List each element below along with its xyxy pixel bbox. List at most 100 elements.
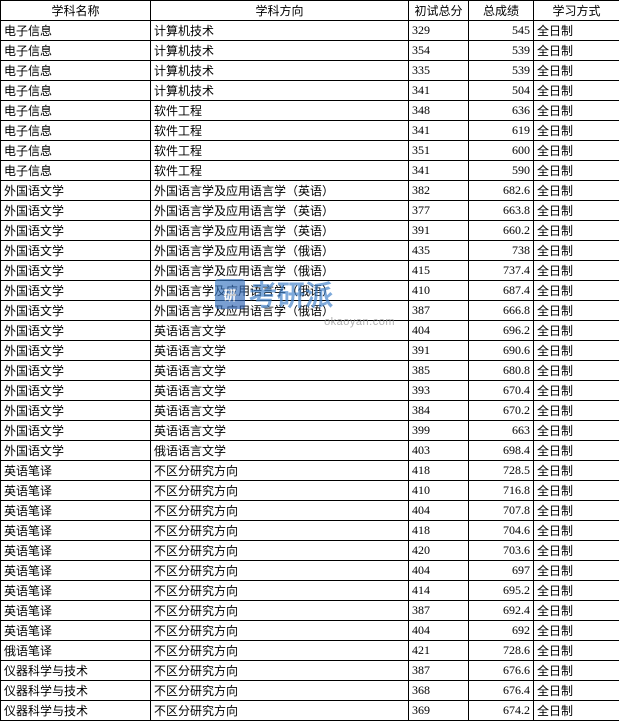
table-row: 外国语文学外国语言学及应用语言学（英语）391660.2全日制 bbox=[1, 221, 619, 241]
cell-mode: 全日制 bbox=[534, 341, 619, 361]
cell-direction: 不区分研究方向 bbox=[151, 481, 409, 501]
cell-subject: 英语笔译 bbox=[1, 461, 151, 481]
cell-score1: 387 bbox=[409, 661, 469, 681]
cell-direction: 不区分研究方向 bbox=[151, 601, 409, 621]
cell-subject: 英语笔译 bbox=[1, 621, 151, 641]
cell-score2: 738 bbox=[469, 241, 534, 261]
cell-direction: 英语语言文学 bbox=[151, 401, 409, 421]
cell-direction: 软件工程 bbox=[151, 161, 409, 181]
cell-direction: 不区分研究方向 bbox=[151, 581, 409, 601]
cell-score2: 728.5 bbox=[469, 461, 534, 481]
cell-score2: 716.8 bbox=[469, 481, 534, 501]
cell-score1: 341 bbox=[409, 81, 469, 101]
cell-score1: 391 bbox=[409, 341, 469, 361]
cell-mode: 全日制 bbox=[534, 321, 619, 341]
cell-score1: 329 bbox=[409, 21, 469, 41]
table-container: 学科名称学科方向初试总分总成绩学习方式 电子信息计算机技术329545全日制电子… bbox=[0, 0, 619, 721]
cell-direction: 不区分研究方向 bbox=[151, 641, 409, 661]
cell-direction: 不区分研究方向 bbox=[151, 501, 409, 521]
cell-mode: 全日制 bbox=[534, 261, 619, 281]
table-row: 电子信息计算机技术335539全日制 bbox=[1, 61, 619, 81]
cell-score2: 737.4 bbox=[469, 261, 534, 281]
cell-score2: 670.4 bbox=[469, 381, 534, 401]
cell-score1: 377 bbox=[409, 201, 469, 221]
cell-score1: 341 bbox=[409, 121, 469, 141]
cell-subject: 外国语文学 bbox=[1, 201, 151, 221]
cell-mode: 全日制 bbox=[534, 201, 619, 221]
table-row: 外国语文学英语语言文学399663全日制 bbox=[1, 421, 619, 441]
cell-subject: 外国语文学 bbox=[1, 381, 151, 401]
table-row: 英语笔译不区分研究方向404692全日制 bbox=[1, 621, 619, 641]
cell-subject: 英语笔译 bbox=[1, 561, 151, 581]
cell-score2: 666.8 bbox=[469, 301, 534, 321]
cell-score1: 418 bbox=[409, 521, 469, 541]
table-row: 英语笔译不区分研究方向418704.6全日制 bbox=[1, 521, 619, 541]
cell-mode: 全日制 bbox=[534, 561, 619, 581]
table-row: 英语笔译不区分研究方向404707.8全日制 bbox=[1, 501, 619, 521]
cell-score2: 663 bbox=[469, 421, 534, 441]
cell-mode: 全日制 bbox=[534, 601, 619, 621]
cell-subject: 英语笔译 bbox=[1, 521, 151, 541]
cell-mode: 全日制 bbox=[534, 441, 619, 461]
table-row: 外国语文学外国语言学及应用语言学（英语）382682.6全日制 bbox=[1, 181, 619, 201]
cell-mode: 全日制 bbox=[534, 641, 619, 661]
cell-direction: 软件工程 bbox=[151, 101, 409, 121]
table-row: 外国语文学外国语言学及应用语言学（俄语）410687.4全日制 bbox=[1, 281, 619, 301]
cell-score2: 703.6 bbox=[469, 541, 534, 561]
cell-direction: 计算机技术 bbox=[151, 41, 409, 61]
cell-score1: 415 bbox=[409, 261, 469, 281]
cell-score2: 697 bbox=[469, 561, 534, 581]
cell-direction: 外国语言学及应用语言学（俄语） bbox=[151, 281, 409, 301]
cell-direction: 不区分研究方向 bbox=[151, 541, 409, 561]
table-row: 外国语文学英语语言文学391690.6全日制 bbox=[1, 341, 619, 361]
cell-score2: 590 bbox=[469, 161, 534, 181]
cell-mode: 全日制 bbox=[534, 241, 619, 261]
header-score1: 初试总分 bbox=[409, 1, 469, 21]
table-row: 外国语文学俄语语言文学403698.4全日制 bbox=[1, 441, 619, 461]
cell-mode: 全日制 bbox=[534, 361, 619, 381]
cell-score2: 698.4 bbox=[469, 441, 534, 461]
cell-score2: 539 bbox=[469, 61, 534, 81]
cell-score2: 674.2 bbox=[469, 701, 534, 721]
cell-mode: 全日制 bbox=[534, 21, 619, 41]
cell-score2: 728.6 bbox=[469, 641, 534, 661]
cell-score2: 696.2 bbox=[469, 321, 534, 341]
header-subject: 学科名称 bbox=[1, 1, 151, 21]
cell-mode: 全日制 bbox=[534, 101, 619, 121]
cell-mode: 全日制 bbox=[534, 661, 619, 681]
cell-score1: 385 bbox=[409, 361, 469, 381]
header-mode: 学习方式 bbox=[534, 1, 619, 21]
cell-subject: 电子信息 bbox=[1, 101, 151, 121]
cell-subject: 英语笔译 bbox=[1, 541, 151, 561]
cell-subject: 英语笔译 bbox=[1, 481, 151, 501]
cell-mode: 全日制 bbox=[534, 481, 619, 501]
table-row: 英语笔译不区分研究方向414695.2全日制 bbox=[1, 581, 619, 601]
cell-direction: 不区分研究方向 bbox=[151, 681, 409, 701]
cell-direction: 不区分研究方向 bbox=[151, 561, 409, 581]
cell-subject: 仪器科学与技术 bbox=[1, 681, 151, 701]
table-row: 电子信息软件工程341619全日制 bbox=[1, 121, 619, 141]
table-row: 外国语文学外国语言学及应用语言学（俄语）435738全日制 bbox=[1, 241, 619, 261]
cell-direction: 软件工程 bbox=[151, 121, 409, 141]
cell-subject: 仪器科学与技术 bbox=[1, 701, 151, 721]
cell-direction: 软件工程 bbox=[151, 141, 409, 161]
table-row: 英语笔译不区分研究方向410716.8全日制 bbox=[1, 481, 619, 501]
cell-score1: 404 bbox=[409, 561, 469, 581]
cell-score1: 354 bbox=[409, 41, 469, 61]
table-row: 仪器科学与技术不区分研究方向369674.2全日制 bbox=[1, 701, 619, 721]
cell-subject: 外国语文学 bbox=[1, 301, 151, 321]
cell-score2: 695.2 bbox=[469, 581, 534, 601]
cell-score1: 414 bbox=[409, 581, 469, 601]
cell-mode: 全日制 bbox=[534, 221, 619, 241]
cell-mode: 全日制 bbox=[534, 81, 619, 101]
cell-subject: 电子信息 bbox=[1, 81, 151, 101]
table-row: 电子信息软件工程341590全日制 bbox=[1, 161, 619, 181]
cell-score2: 687.4 bbox=[469, 281, 534, 301]
cell-subject: 电子信息 bbox=[1, 61, 151, 81]
cell-direction: 外国语言学及应用语言学（英语） bbox=[151, 201, 409, 221]
data-table: 学科名称学科方向初试总分总成绩学习方式 电子信息计算机技术329545全日制电子… bbox=[0, 0, 619, 721]
cell-score1: 368 bbox=[409, 681, 469, 701]
cell-score1: 410 bbox=[409, 481, 469, 501]
table-row: 电子信息软件工程348636全日制 bbox=[1, 101, 619, 121]
cell-score1: 404 bbox=[409, 621, 469, 641]
